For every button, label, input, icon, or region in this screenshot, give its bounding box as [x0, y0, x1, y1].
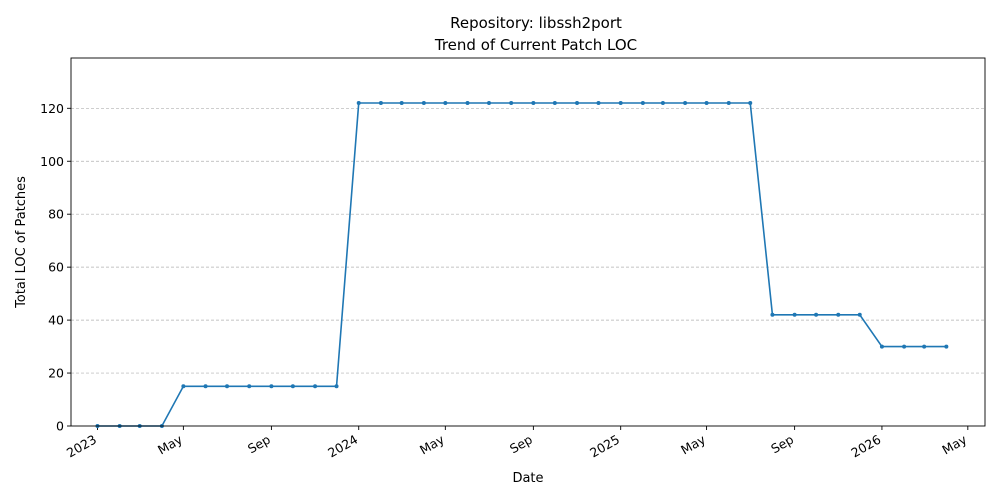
x-axis-label: Date [512, 471, 543, 486]
data-point [356, 101, 361, 106]
data-point [465, 101, 470, 106]
y-tick-label: 40 [48, 313, 64, 328]
data-point [618, 101, 623, 106]
data-point [704, 101, 709, 106]
data-point [640, 101, 645, 106]
x-tick-label: May [417, 431, 447, 457]
plot-series [95, 101, 949, 428]
x-tick-label: 2023 [64, 432, 99, 461]
x-tick-label: May [155, 431, 185, 457]
x-tick-label: May [678, 431, 708, 457]
series-line [97, 102, 947, 427]
data-point [290, 384, 295, 389]
data-point [378, 101, 383, 106]
y-tick-label: 20 [48, 366, 64, 381]
x-tick-label: 2024 [325, 432, 360, 461]
gridlines [71, 107, 985, 374]
data-point [922, 344, 927, 349]
data-point [225, 384, 230, 389]
data-point [269, 384, 274, 389]
data-point [203, 384, 208, 389]
data-point [944, 344, 949, 349]
data-point [770, 312, 775, 317]
chart-title-line1: Repository: libssh2port [450, 14, 622, 32]
y-tick-label: 80 [48, 207, 64, 222]
x-tick-label: Sep [768, 432, 796, 457]
plot-frame [70, 57, 986, 427]
data-point [748, 101, 753, 106]
data-point [421, 101, 426, 106]
data-point [531, 101, 536, 106]
y-axis-label: Total LOC of Patches [14, 176, 29, 309]
data-point [181, 384, 186, 389]
data-point [836, 312, 841, 317]
data-point [814, 312, 819, 317]
data-point [509, 101, 514, 106]
x-tick-label: May [939, 431, 969, 457]
data-point [660, 101, 665, 106]
data-point [552, 101, 557, 106]
data-point [247, 384, 252, 389]
data-point [443, 101, 448, 106]
chart-title-line2: Trend of Current Patch LOC [434, 36, 637, 54]
data-point [399, 101, 404, 106]
data-point [313, 384, 318, 389]
data-point [486, 101, 491, 106]
data-point [879, 344, 884, 349]
x-tick-label: Sep [245, 432, 273, 457]
data-point [902, 344, 907, 349]
data-point [857, 312, 862, 317]
data-point [683, 101, 688, 106]
y-axis-ticks: 0 20 40 60 80 100 120 [40, 101, 71, 434]
x-tick-label: 2026 [848, 432, 883, 461]
y-tick-label: 0 [56, 419, 64, 434]
y-tick-label: 100 [40, 154, 64, 169]
data-point [726, 101, 731, 106]
y-tick-label: 60 [48, 260, 64, 275]
y-tick-label: 120 [40, 101, 64, 116]
data-point [596, 101, 601, 106]
data-point [792, 312, 797, 317]
x-tick-label: Sep [507, 432, 535, 457]
x-tick-label: 2025 [587, 432, 622, 461]
data-point [575, 101, 580, 106]
data-point [334, 384, 339, 389]
x-axis-ticks: 2023 May Sep 2024 May Sep 2025 May Sep 2026 May [64, 426, 970, 461]
